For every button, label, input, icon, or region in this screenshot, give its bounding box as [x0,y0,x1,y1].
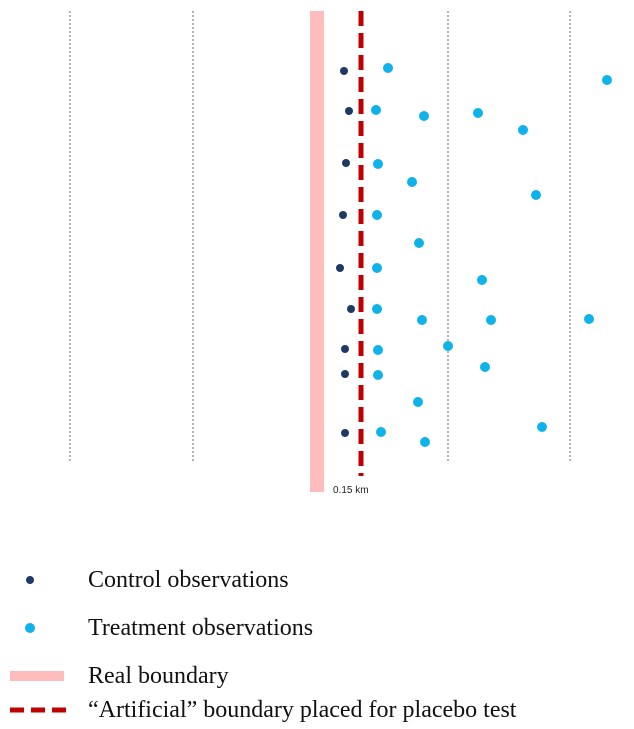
legend-item-artificial-boundary: “Artificial” boundary placed for placebo… [0,692,634,728]
treatment-point [477,275,487,285]
treatment-point [602,75,612,85]
treatment-point [372,263,382,273]
treatment-point [407,177,417,187]
treatment-marker-icon [25,623,35,633]
treatment-point [373,159,383,169]
real-boundary-swatch-icon [10,671,64,681]
legend-item-treatment: Treatment observations [0,610,634,646]
legend: Control observations Treatment observati… [0,560,634,729]
treatment-point [480,362,490,372]
control-point [345,107,353,115]
real-boundary-band [310,11,324,492]
treatment-point [537,422,547,432]
treatment-point [419,111,429,121]
treatment-point [372,210,382,220]
distance-label-box [327,480,387,497]
treatment-point [584,314,594,324]
treatment-point [443,341,453,351]
control-point [342,159,350,167]
control-point [341,429,349,437]
treatment-point [372,304,382,314]
distance-label: 0.15 km [333,485,369,496]
treatment-point [414,238,424,248]
control-point [339,211,347,219]
treatment-point [473,108,483,118]
artificial-boundary-swatch-icon [10,707,70,713]
treatment-point [531,190,541,200]
legend-item-real-boundary: Real boundary [0,658,634,694]
treatment-point [420,437,430,447]
legend-label-control: Control observations [88,567,289,593]
treatment-point [417,315,427,325]
legend-label-real-boundary: Real boundary [88,663,229,689]
treatment-points [371,63,612,447]
control-points [336,67,355,437]
grid-lines [69,11,571,462]
treatment-point [383,63,393,73]
treatment-point [371,105,381,115]
legend-label-artificial-boundary: “Artificial” boundary placed for placebo… [88,697,517,723]
treatment-point [518,125,528,135]
treatment-point [413,397,423,407]
legend-item-control: Control observations [0,562,634,598]
control-point [341,370,349,378]
treatment-point [486,315,496,325]
treatment-point [373,370,383,380]
control-point [336,264,344,272]
placebo-diagram: 0.15 km [69,11,612,497]
control-marker-icon [26,576,34,584]
treatment-point [376,427,386,437]
treatment-point [373,345,383,355]
control-point [347,305,355,313]
control-point [341,345,349,353]
legend-label-treatment: Treatment observations [88,615,314,641]
control-point [340,67,348,75]
